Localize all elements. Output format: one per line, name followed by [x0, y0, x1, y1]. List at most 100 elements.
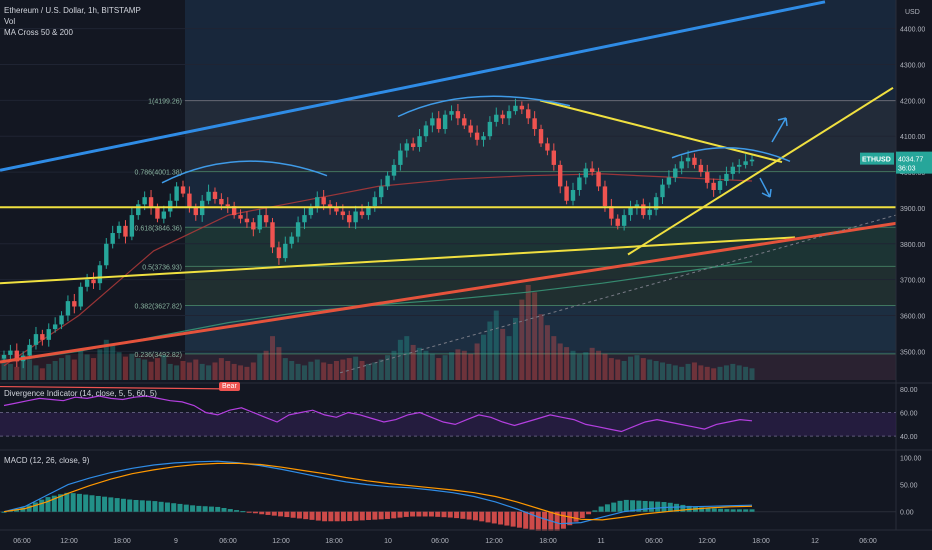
volume-bar — [91, 358, 97, 380]
candle-body — [737, 164, 742, 167]
volume-bar — [225, 361, 231, 380]
volume-bar — [749, 368, 755, 380]
time-axis-tick: 06:00 — [13, 538, 31, 545]
candle-body — [289, 236, 294, 244]
volume-bar — [640, 358, 646, 380]
candle-body — [78, 286, 83, 307]
candle-body — [212, 191, 218, 199]
candle-body — [263, 215, 269, 223]
volume-bar — [576, 354, 582, 380]
volume-bar — [717, 366, 723, 380]
candle-body — [455, 111, 461, 119]
candle-body — [231, 206, 237, 216]
candle-body — [46, 329, 51, 340]
candle-body — [187, 193, 192, 208]
macd-histogram-bar — [516, 511, 522, 528]
volume-bar — [276, 347, 282, 380]
candle-body — [609, 206, 614, 219]
volume-bar — [628, 356, 634, 380]
macd-histogram-bar — [1, 511, 7, 513]
candle-body — [295, 222, 301, 237]
candle-body — [129, 215, 135, 237]
candle-body — [673, 168, 678, 178]
volume-bar — [301, 365, 307, 380]
candle-body — [596, 172, 601, 187]
dashed-projection-line — [339, 214, 897, 374]
candle-body — [340, 211, 346, 216]
triangle-lower-line — [627, 86, 894, 256]
fib-level-label: 0.236(3492.82) — [135, 352, 182, 359]
price-axis-tick: 3600.00 — [900, 313, 925, 320]
macd-histogram-bar — [573, 511, 579, 522]
candle-body — [647, 209, 652, 216]
macd-histogram-bar — [560, 511, 566, 529]
channel-top-trendline — [0, 0, 826, 172]
macd-histogram-bar — [655, 501, 661, 512]
candle-body — [270, 222, 275, 248]
macd-histogram-bar — [322, 511, 328, 522]
candle-body — [621, 215, 627, 226]
macd-histogram-bar — [303, 511, 309, 520]
macd-histogram-bar — [586, 511, 592, 515]
macd-histogram-bar — [397, 511, 403, 518]
macd-histogram-bar — [611, 502, 617, 512]
arrow-down-icon — [759, 177, 772, 198]
macd-histogram-bar — [366, 511, 372, 521]
volume-bar — [602, 353, 608, 380]
candle-body — [602, 186, 608, 207]
candle-body — [1, 354, 7, 359]
macd-histogram-bar — [485, 511, 491, 523]
candle-body — [558, 164, 563, 187]
volume-bar — [621, 361, 627, 380]
macd-histogram-bar — [422, 511, 428, 517]
volume-bar — [525, 285, 531, 380]
macd-histogram-bar — [309, 511, 315, 520]
volume-bar — [730, 363, 736, 380]
volume-bar — [615, 359, 621, 380]
macd-histogram-bar — [70, 493, 76, 512]
candle-body — [564, 186, 569, 201]
candle-body — [148, 197, 154, 208]
candle-body — [257, 215, 262, 230]
divergence-indicator-label[interactable]: Divergence Indicator (14, close, 5, 5, 6… — [4, 389, 157, 398]
volume-bar — [199, 363, 205, 380]
macd-histogram-bar — [466, 511, 472, 520]
volume-bar — [193, 359, 199, 380]
macd-histogram-bar — [259, 511, 265, 515]
time-axis-tick: 06:00 — [431, 538, 449, 545]
vol-label[interactable]: Vol — [4, 17, 16, 26]
time-axis-tick: 06:00 — [219, 538, 237, 545]
volume-bar — [244, 366, 250, 380]
volume-bar — [180, 361, 186, 380]
volume-bar — [353, 356, 359, 380]
symbol-title[interactable]: Ethereum / U.S. Dollar, 1h, BITSTAMP — [4, 6, 141, 15]
volume-bar — [385, 355, 391, 380]
fib-level-label: 0.382(3627.82) — [135, 303, 182, 310]
volume-bar — [691, 362, 697, 380]
candle-body — [468, 125, 473, 133]
candle-body — [513, 105, 518, 112]
macd-axis-tick: 0.00 — [900, 510, 914, 517]
macd-histogram-bar — [479, 511, 485, 522]
candle-body — [116, 225, 122, 234]
candle-body — [698, 164, 704, 173]
macd-histogram-bar — [290, 511, 296, 518]
candle-body — [315, 197, 320, 208]
ma-cross-label[interactable]: MA Cross 50 & 200 — [4, 28, 73, 37]
macd-label[interactable]: MACD (12, 26, close, 9) — [4, 456, 90, 465]
candle-body — [84, 279, 90, 287]
volume-bar — [84, 354, 90, 380]
chart-legend: Ethereum / U.S. Dollar, 1h, BITSTAMP Vol… — [4, 5, 141, 38]
macd-histogram-bar — [139, 500, 145, 512]
candle-body — [462, 118, 467, 126]
macd-histogram-bar — [391, 511, 397, 519]
time-axis-tick: 18:00 — [752, 538, 770, 545]
candle-body — [391, 164, 397, 176]
volume-bar — [698, 365, 704, 380]
volume-bar — [308, 361, 314, 380]
volume-bar — [154, 358, 160, 380]
candle-body — [174, 186, 179, 201]
price-tag — [896, 151, 932, 174]
